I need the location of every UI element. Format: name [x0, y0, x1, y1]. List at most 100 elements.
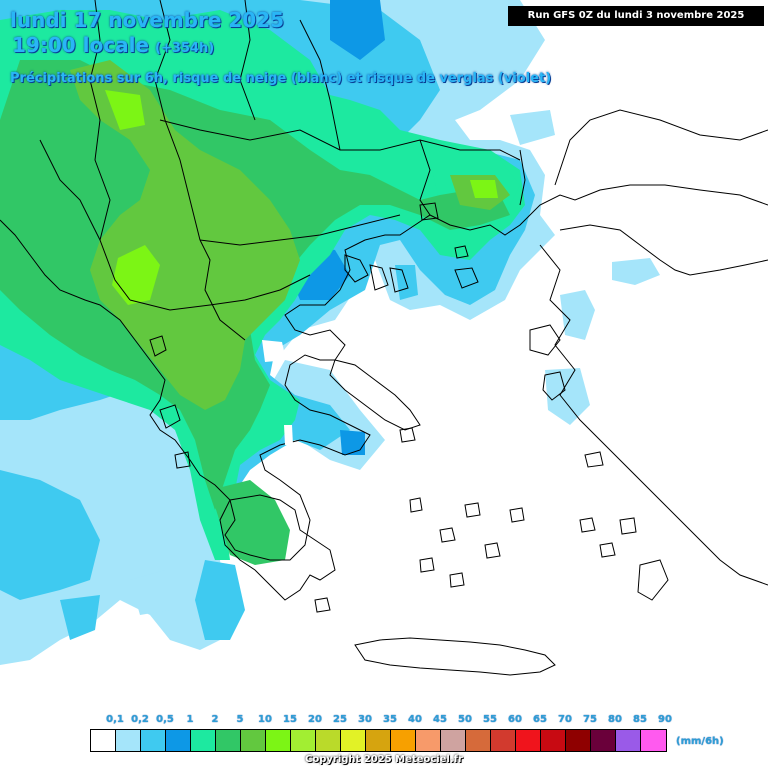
coast-anatolia — [559, 224, 768, 276]
run-info-badge: Run GFS 0Z du lundi 3 novembre 2025 — [508, 6, 764, 26]
legend-swatch — [541, 730, 566, 751]
cyclades-5 — [419, 557, 435, 573]
border-4 — [199, 214, 401, 246]
legend-tick: 30 — [358, 714, 372, 725]
legend-tick: 0,1 — [106, 714, 124, 725]
lemnos-outline — [454, 267, 479, 289]
ionian-zakynthos — [174, 451, 191, 469]
cyclades-1 — [409, 497, 423, 513]
map-subtitle: Précipitations sur 6h, risque de neige (… — [10, 71, 552, 86]
snow-risk-areas — [262, 340, 293, 445]
precip-light-blue-south — [130, 570, 170, 615]
chios-outline — [542, 371, 566, 401]
legend-tick: 55 — [483, 714, 497, 725]
precip-light-blue-aegean-1 — [560, 290, 595, 340]
coast-west-turkey — [539, 244, 768, 586]
precip-deep-blue-isl — [340, 430, 365, 455]
legend-swatch — [316, 730, 341, 751]
legend-swatch — [216, 730, 241, 751]
precip-mid-blue-bottom — [195, 560, 245, 640]
legend-tick: 10 — [258, 714, 272, 725]
cyclades-4 — [484, 542, 501, 559]
legend-swatch — [416, 730, 441, 751]
legend-swatch — [616, 730, 641, 751]
legend-swatch — [266, 730, 291, 751]
ionian-corfu — [149, 335, 167, 357]
precip-light-blue-east — [612, 258, 660, 285]
border-5 — [239, 0, 256, 121]
legend-swatch — [591, 730, 616, 751]
border-10 — [519, 149, 526, 206]
legend-swatch — [91, 730, 116, 751]
coastlines — [0, 109, 768, 676]
thasos-outline — [419, 202, 439, 221]
precipitation-legend: 0,1 0,2 0,5 1 2 5 10 15 20 25 30 35 40 45 50 55 60 65 70 75… — [0, 705, 768, 768]
legend-tick-labels: 0,1 0,2 0,5 1 2 5 10 15 20 25 30 35 40 45 50 55 60 65 70 75… — [90, 714, 672, 728]
rhodes-outline — [637, 559, 669, 601]
crete-outline — [354, 637, 556, 676]
skyros-outline — [399, 427, 416, 443]
legend-tick: 70 — [558, 714, 572, 725]
legend-swatch — [516, 730, 541, 751]
dodecanese-1 — [579, 517, 596, 533]
legend-swatch — [391, 730, 416, 751]
cyclades-3 — [464, 502, 481, 518]
legend-tick: 5 — [236, 714, 244, 725]
forecast-lead-time: (+354h) — [155, 41, 215, 56]
legend-tick: 35 — [383, 714, 397, 725]
legend-color-bar — [90, 729, 667, 752]
legend-tick: 2 — [211, 714, 219, 725]
border-1 — [89, 0, 131, 301]
legend-swatch — [566, 730, 591, 751]
coast-adriatic — [0, 184, 768, 561]
cyclades-7 — [509, 507, 525, 523]
border-8 — [39, 139, 101, 241]
precip-deep-blue-north — [330, 0, 385, 60]
copyright-text: Copyright 2025 Meteociel.fr — [305, 754, 463, 765]
chalkidiki-outline — [344, 254, 409, 293]
legend-tick: 90 — [658, 714, 672, 725]
legend-unit: (mm/6h) — [676, 736, 724, 747]
legend-swatch — [291, 730, 316, 751]
legend-swatch — [166, 730, 191, 751]
samos-outline — [584, 451, 604, 468]
legend-swatch — [241, 730, 266, 751]
coast-turkey — [554, 109, 768, 186]
borders — [39, 0, 526, 341]
legend-swatch — [366, 730, 391, 751]
legend-tick: 65 — [533, 714, 547, 725]
border-6 — [299, 19, 341, 151]
border-11 — [199, 239, 246, 341]
precip-lime-area — [105, 90, 498, 305]
ionian-kefalonia — [159, 404, 181, 429]
legend-tick: 1 — [186, 714, 194, 725]
precip-mid-blue-left-edge — [0, 470, 100, 600]
legend-swatch — [141, 730, 166, 751]
legend-tick: 50 — [458, 714, 472, 725]
legend-tick: 45 — [433, 714, 447, 725]
precip-light-blue-aegean-2 — [545, 368, 590, 425]
border-9 — [129, 274, 311, 311]
legend-tick: 20 — [308, 714, 322, 725]
legend-swatch — [466, 730, 491, 751]
border-2 — [154, 0, 201, 241]
legend-tick: 85 — [633, 714, 647, 725]
precipitation-map — [0, 0, 768, 676]
snow-risk-2 — [284, 425, 293, 445]
legend-swatch — [341, 730, 366, 751]
border-3 — [159, 119, 521, 161]
legend-tick: 25 — [333, 714, 347, 725]
precip-lime-west — [112, 245, 160, 305]
precip-lime-north — [105, 90, 145, 130]
border-7 — [419, 139, 431, 216]
precip-light-blue-nw — [510, 110, 555, 145]
cyclades-2 — [439, 527, 456, 543]
legend-tick: 75 — [583, 714, 597, 725]
peloponnese-outline — [219, 494, 336, 601]
legend-tick: 0,5 — [156, 714, 174, 725]
snow-risk-1 — [262, 340, 286, 362]
euboea-outline — [329, 359, 421, 431]
legend-tick: 0,2 — [131, 714, 149, 725]
legend-tick: 15 — [283, 714, 297, 725]
